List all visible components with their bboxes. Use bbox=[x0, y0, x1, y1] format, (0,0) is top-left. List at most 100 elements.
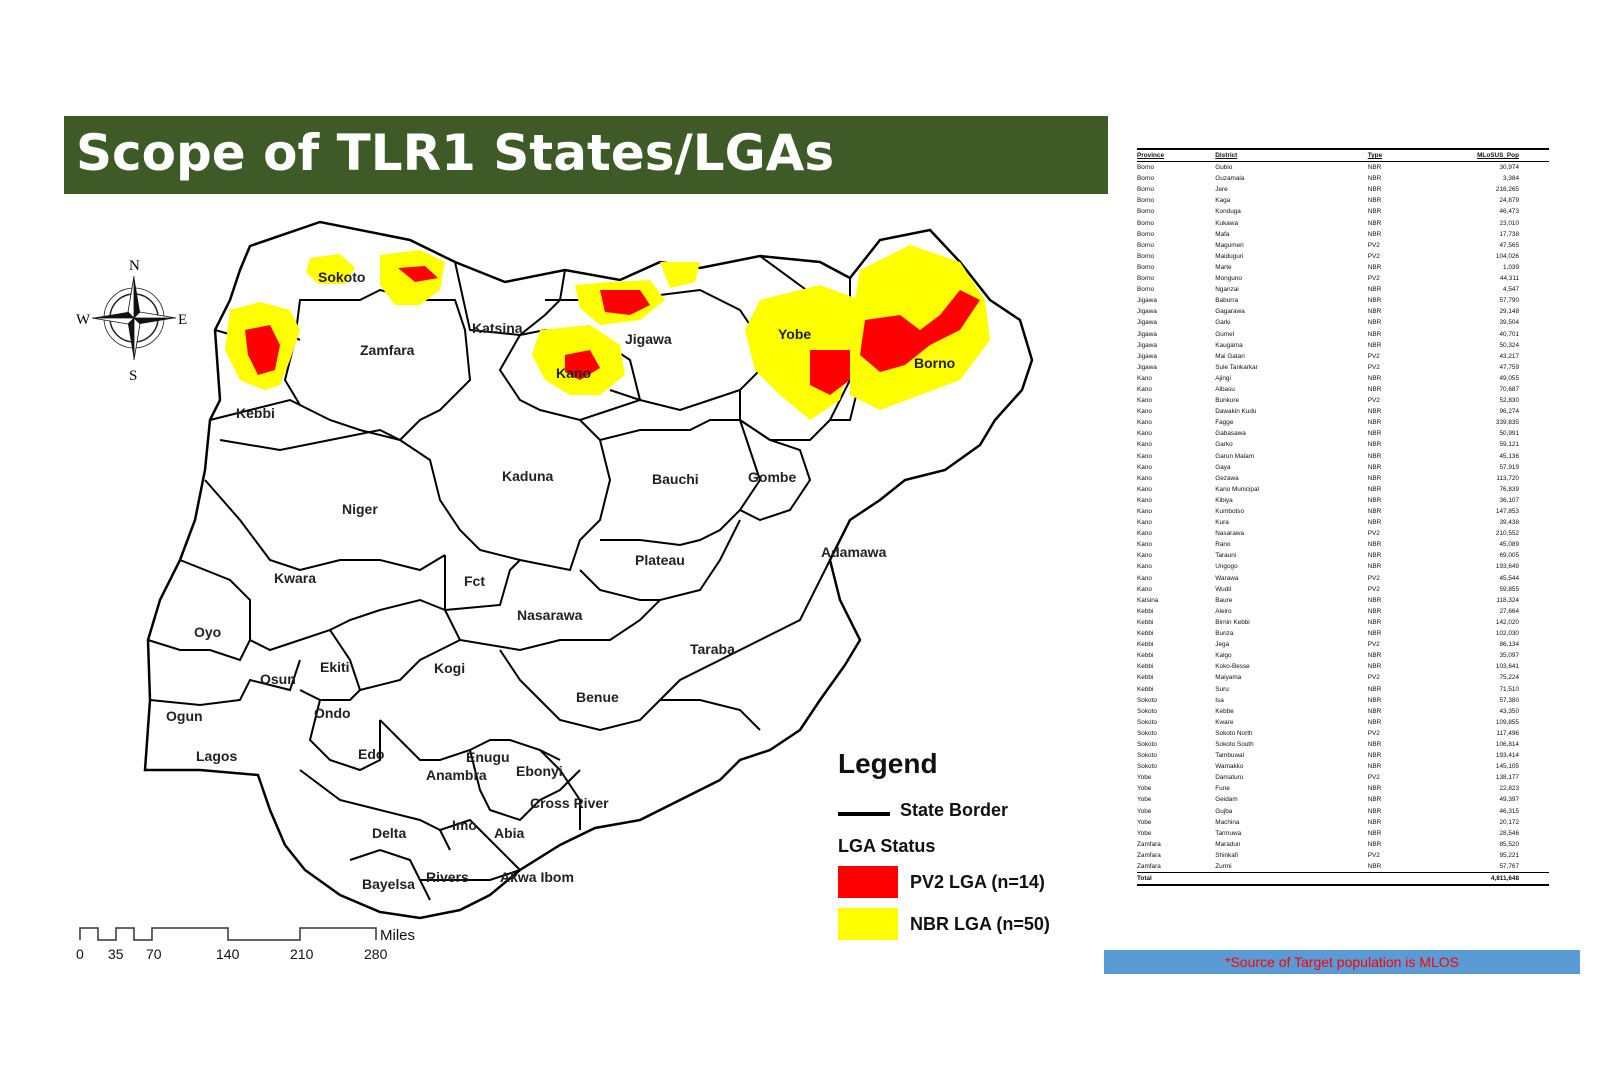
table-row: Jigawa Gumel NBR 40,701 bbox=[1137, 329, 1549, 340]
cell-type: PV2 bbox=[1367, 530, 1380, 538]
cell-pop: 57,380 bbox=[1499, 696, 1519, 704]
cell-type: PV2 bbox=[1367, 851, 1380, 859]
cell-province: Kebbi bbox=[1137, 663, 1154, 671]
table-row: Sokoto Wamakko NBR 145,105 bbox=[1137, 761, 1549, 772]
cell-province: Sokoto bbox=[1137, 696, 1157, 704]
cell-district: Gumel bbox=[1215, 330, 1235, 338]
cell-type: NBR bbox=[1367, 419, 1382, 427]
cell-province: Zamfara bbox=[1137, 863, 1161, 870]
cell-pop: 118,324 bbox=[1496, 596, 1519, 604]
cell-pop: 28,546 bbox=[1499, 829, 1519, 837]
state-label: Fct bbox=[464, 573, 485, 589]
lga-highlights bbox=[225, 245, 990, 420]
state-label: Abia bbox=[494, 825, 525, 841]
nbr-swatch bbox=[838, 908, 898, 940]
cell-pop: 69,005 bbox=[1499, 552, 1519, 560]
cell-pop: 57,767 bbox=[1499, 863, 1519, 870]
cell-province: Kebbi bbox=[1137, 630, 1154, 638]
cell-province: Jigawa bbox=[1137, 308, 1157, 316]
cell-pop: 44,311 bbox=[1499, 275, 1519, 283]
cell-type: NBR bbox=[1367, 219, 1382, 227]
cell-pop: 57,790 bbox=[1499, 297, 1519, 305]
state-label: Katsina bbox=[472, 320, 523, 336]
cell-district: Maiyama bbox=[1215, 674, 1242, 682]
compass-s: S bbox=[129, 368, 137, 384]
table-row: Sokoto Sokoto South NBR 106,814 bbox=[1137, 739, 1549, 750]
cell-province: Kebbi bbox=[1137, 607, 1154, 615]
cell-pop: 24,879 bbox=[1499, 197, 1519, 205]
cell-type: PV2 bbox=[1367, 585, 1380, 593]
table-row: Jigawa Sule Tankarkar PV2 47,759 bbox=[1137, 362, 1549, 373]
cell-pop: 147,853 bbox=[1495, 508, 1519, 515]
cell-type: NBR bbox=[1367, 308, 1382, 316]
cell-province: Borno bbox=[1137, 219, 1155, 227]
cell-district: Jega bbox=[1215, 641, 1230, 649]
cell-district: Wudil bbox=[1215, 585, 1232, 593]
table-row: Borno Magumeri PV2 47,565 bbox=[1137, 240, 1549, 251]
state-label: Ebonyi bbox=[516, 763, 563, 779]
state-label: Benue bbox=[576, 689, 619, 705]
state-label: Cross River bbox=[530, 795, 609, 811]
table-row: Zamfara Maradun NBR 85,520 bbox=[1137, 839, 1549, 850]
cell-province: Yobe bbox=[1137, 807, 1152, 815]
cell-province: Katsina bbox=[1137, 596, 1159, 604]
cell-pop: 216,265 bbox=[1495, 186, 1519, 194]
source-note-bar: *Source of Target population is MLOS bbox=[1104, 950, 1580, 974]
table-row: Borno Maiduguri PV2 104,026 bbox=[1137, 251, 1549, 262]
cell-type: NBR bbox=[1367, 630, 1382, 638]
cell-district: Bunza bbox=[1215, 630, 1234, 638]
cell-district: Nganzai bbox=[1215, 286, 1239, 294]
cell-pop: 117,496 bbox=[1496, 729, 1519, 737]
table-row: Kano Tarauni NBR 69,005 bbox=[1137, 550, 1549, 561]
cell-district: Tarauni bbox=[1215, 552, 1237, 560]
cell-province: Yobe bbox=[1137, 796, 1152, 804]
scale-tick: 280 bbox=[364, 946, 388, 962]
cell-district: Ungogo bbox=[1215, 563, 1238, 571]
table-row: Sokoto Kebbe NBR 43,350 bbox=[1137, 706, 1549, 717]
state-label: Nasarawa bbox=[517, 607, 583, 623]
state-label: Kogi bbox=[434, 660, 465, 676]
cell-district: Sokoto North bbox=[1215, 729, 1253, 737]
cell-type: NBR bbox=[1367, 508, 1382, 515]
cell-pop: 20,172 bbox=[1499, 818, 1519, 826]
cell-pop: 52,830 bbox=[1499, 397, 1519, 405]
cell-pop: 109,855 bbox=[1495, 718, 1519, 726]
cell-pop: 40,701 bbox=[1499, 330, 1519, 338]
cell-province: Kano bbox=[1137, 563, 1152, 571]
table-row: Kebbi Aleiro NBR 27,664 bbox=[1137, 606, 1549, 617]
cell-district: Koko-Besse bbox=[1215, 663, 1250, 671]
cell-province: Sokoto bbox=[1137, 707, 1157, 715]
cell-district: Tambuwal bbox=[1215, 752, 1245, 760]
state-label: Sokoto bbox=[318, 269, 365, 285]
cell-district: Aleiro bbox=[1215, 607, 1232, 615]
page-title: Scope of TLR1 States/LGAs bbox=[76, 124, 835, 182]
table-row: Kano Rano NBR 45,089 bbox=[1137, 539, 1549, 550]
table-row: Jigawa Kaugama NBR 50,324 bbox=[1137, 340, 1549, 351]
state-label: Gombe bbox=[748, 469, 796, 485]
cell-pop: 103,641 bbox=[1495, 663, 1519, 671]
table-row: Zamfara Zurmi NBR 57,767 bbox=[1137, 861, 1549, 873]
table-row: Kano Gaya NBR 57,919 bbox=[1137, 462, 1549, 473]
state-label: Rivers bbox=[426, 869, 469, 885]
table-total-row: Total 4,811,648 bbox=[1137, 872, 1549, 886]
cell-type: NBR bbox=[1367, 175, 1382, 183]
cell-type: NBR bbox=[1367, 752, 1382, 760]
state-label: Adamawa bbox=[821, 544, 887, 560]
compass-w: W bbox=[76, 312, 91, 328]
cell-type: PV2 bbox=[1367, 397, 1380, 405]
cell-district: Kura bbox=[1215, 519, 1229, 527]
table-row: Borno Kukawa NBR 23,010 bbox=[1137, 218, 1549, 229]
cell-type: PV2 bbox=[1367, 774, 1380, 782]
cell-pop: 43,350 bbox=[1499, 707, 1519, 715]
cell-pop: 39,504 bbox=[1499, 319, 1519, 327]
col-pop: MLoSUS_Pop bbox=[1477, 152, 1519, 159]
cell-province: Kano bbox=[1137, 452, 1152, 460]
cell-district: Birnin Kebbi bbox=[1215, 618, 1250, 626]
cell-district: Ajingi bbox=[1215, 374, 1231, 382]
legend-pv2: PV2 LGA (n=14) bbox=[910, 872, 1045, 892]
table-row: Kebbi Bunza NBR 102,030 bbox=[1137, 628, 1549, 639]
col-province: Province bbox=[1137, 152, 1164, 159]
cell-province: Jigawa bbox=[1137, 363, 1157, 371]
cell-province: Jigawa bbox=[1137, 352, 1157, 360]
table-row: Yobe Geidam NBR 49,397 bbox=[1137, 794, 1549, 805]
